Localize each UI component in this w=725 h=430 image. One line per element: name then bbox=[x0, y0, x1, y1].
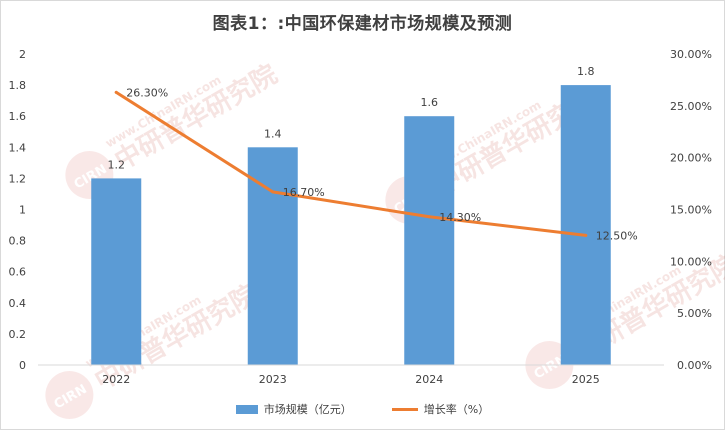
y-right-tick-label: 10.00% bbox=[670, 255, 712, 268]
chart-legend: 市场规模（亿元） 增长率（%） bbox=[0, 400, 725, 418]
y-right-tick-label: 0.00% bbox=[677, 359, 712, 372]
x-tick-label: 2023 bbox=[259, 373, 287, 386]
y-right-tick-label: 30.00% bbox=[670, 48, 712, 61]
y-right-tick-label: 5.00% bbox=[677, 307, 712, 320]
y-right-tick-label: 25.00% bbox=[670, 100, 712, 113]
chart-title: 图表1：:中国环保建材市场规模及预测 bbox=[212, 14, 513, 34]
y-left-tick-label: 0.2 bbox=[9, 328, 27, 341]
y-left-tick-label: 0.4 bbox=[9, 297, 27, 310]
y-left-tick-label: 1.8 bbox=[9, 79, 27, 92]
growth-point-2024 bbox=[427, 215, 431, 219]
y-left-tick-label: 1 bbox=[19, 204, 26, 217]
line-data-label: 26.30% bbox=[126, 86, 168, 99]
x-tick-label: 2022 bbox=[102, 373, 130, 386]
bar-data-label: 1.8 bbox=[577, 65, 595, 78]
y-left-tick-label: 1.2 bbox=[9, 172, 27, 185]
y-left-tick-label: 0 bbox=[19, 359, 26, 372]
growth-point-2025 bbox=[584, 233, 588, 237]
growth-point-2022 bbox=[114, 90, 118, 94]
legend-line-swatch bbox=[391, 407, 418, 411]
x-tick-label: 2025 bbox=[572, 373, 600, 386]
line-data-label: 12.50% bbox=[596, 229, 638, 242]
legend-bar-label: 市场规模（亿元） bbox=[263, 403, 352, 416]
bar-data-label: 1.2 bbox=[108, 158, 126, 171]
watermark-logo-icon bbox=[45, 371, 94, 419]
y-right-tick-label: 20.00% bbox=[670, 152, 712, 165]
y-right-tick-label: 15.00% bbox=[670, 204, 712, 217]
bar-data-label: 1.4 bbox=[264, 127, 282, 140]
bar-data-label: 1.6 bbox=[421, 96, 439, 109]
y-left-tick-label: 0.8 bbox=[9, 235, 27, 248]
bar-2023 bbox=[247, 147, 298, 365]
legend-bar-swatch bbox=[235, 404, 258, 414]
y-left-tick-label: 0.6 bbox=[9, 266, 27, 279]
bar-2024 bbox=[404, 116, 455, 365]
line-data-label: 16.70% bbox=[283, 186, 325, 199]
bar-2022 bbox=[91, 178, 142, 365]
growth-line bbox=[114, 90, 588, 237]
y-left-tick-label: 1.6 bbox=[9, 110, 27, 123]
legend-item-line: 增长率（%） bbox=[391, 401, 490, 417]
bar-2025 bbox=[560, 85, 611, 365]
y-left-tick-label: 2 bbox=[19, 48, 26, 61]
y-left-tick-label: 1.4 bbox=[9, 141, 27, 154]
growth-point-2023 bbox=[271, 190, 275, 194]
x-tick-label: 2024 bbox=[415, 373, 443, 386]
legend-line-label: 增长率（%） bbox=[423, 403, 490, 416]
line-data-label: 14.30% bbox=[439, 211, 481, 224]
legend-item-bar: 市场规模（亿元） bbox=[235, 401, 352, 417]
